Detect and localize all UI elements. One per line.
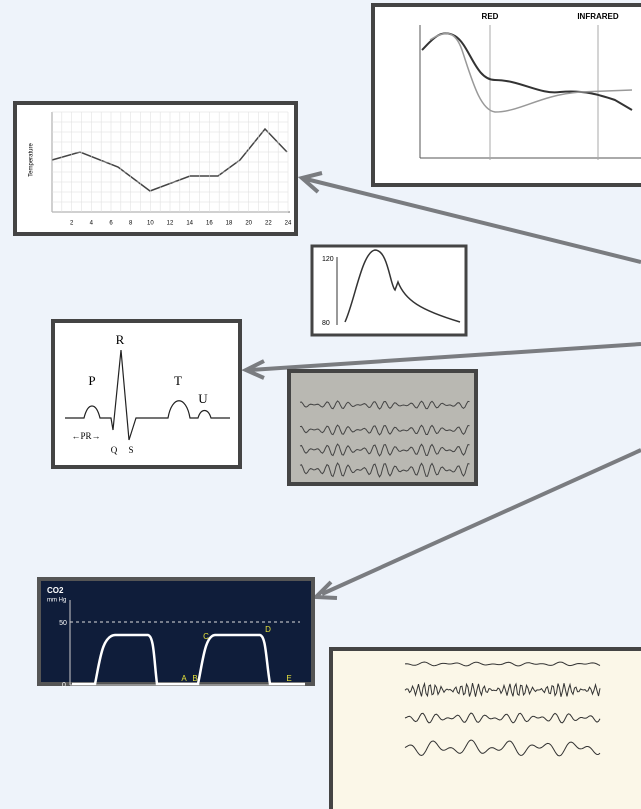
wave-label: P [88,373,95,388]
x-tick-label: 16 [206,221,213,227]
x-tick-label: 2 [70,221,74,227]
trace [404,681,601,698]
axis-label: Temperature [29,142,35,176]
wave-label: S [128,445,133,455]
tick-label: 0 [62,682,66,689]
trace [299,443,470,457]
spectrum-label: RED [482,12,499,21]
wave-label: Q [111,445,118,455]
x-tick-label: 6 [109,221,113,227]
point-label: E [286,674,291,683]
trace [404,661,601,667]
spectrum-panel: RED INFRARED [371,3,641,187]
point-label: D [265,625,271,634]
eeg-panel [329,647,641,809]
pressure-panel: 120 80 [310,244,468,337]
x-tick-label: 20 [245,221,252,227]
axis-title: CO2 [47,586,64,595]
trace [299,424,470,436]
x-tick-label: 10 [147,221,154,227]
wave-label: R [116,332,125,347]
x-tick-label: 14 [186,221,193,227]
point-label: C [203,632,209,641]
temperature-panel: Temperature 2 4 6 8 10 12 14 16 18 20 22 24 [13,101,298,236]
interval-label: ←PR→ [71,431,100,441]
x-tick-label: 22 [265,221,272,227]
trace [299,462,470,478]
paper-trace-panel [287,369,478,486]
wave-label: U [198,391,208,406]
axis-unit: mm Hg [47,598,66,604]
tick-label: 80 [322,320,330,327]
x-tick-label: 4 [90,221,94,227]
x-tick-label: 12 [167,221,174,227]
tick-label: 120 [322,256,334,263]
ecg-panel: R P T U Q S ←PR→ [51,319,242,469]
wave-label: T [174,373,182,388]
x-tick-label: 18 [226,221,233,227]
point-label: B [192,674,197,683]
x-tick-label: 24 [285,221,292,227]
capnogram-panel: CO2 mm Hg 50 0 A B C D E [37,577,315,689]
arrows [241,171,641,600]
x-tick-label: 8 [129,221,133,227]
spectrum-label: INFRARED [577,12,619,21]
trace [404,739,601,757]
tick-label: 50 [59,620,67,627]
trace [299,400,470,410]
trace [404,712,601,724]
point-label: A [181,674,187,683]
